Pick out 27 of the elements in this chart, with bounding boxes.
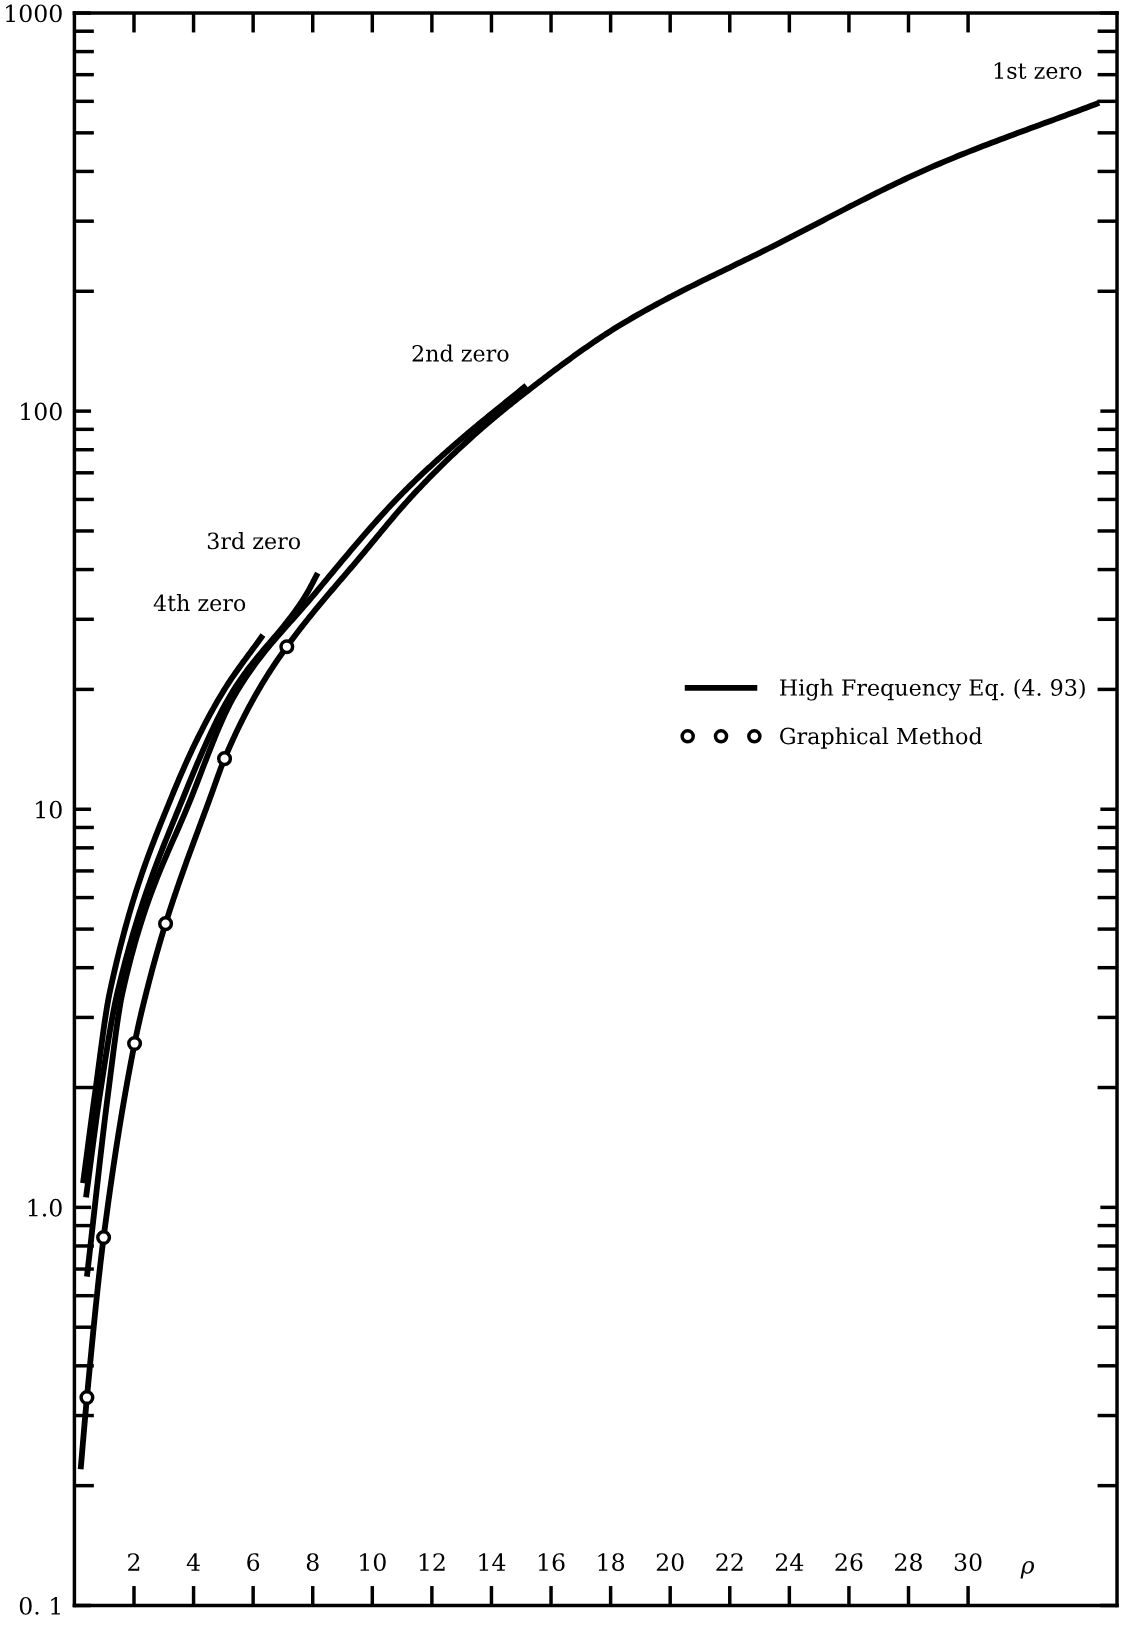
x-tick-label: 26 (835, 1553, 863, 1571)
x-tick-label: 18 (598, 1553, 625, 1571)
x-tick-label: 20 (656, 1553, 684, 1571)
x-tick-label: 12 (419, 1553, 445, 1571)
series-label: 2nd zero (412, 344, 509, 362)
x-tick-label: 6 (247, 1553, 260, 1571)
series-label: 4th zero (153, 594, 246, 612)
x-tick-label: 30 (954, 1553, 982, 1571)
x-tick-label: 16 (538, 1553, 565, 1571)
x-tick-label: 10 (360, 1553, 386, 1571)
series-label: 3rd zero (207, 532, 300, 550)
y-tick-label: 10 (36, 800, 62, 819)
y-tick-label: 1000 (6, 4, 62, 23)
x-tick-label: 28 (895, 1553, 922, 1571)
x-tick-label: 22 (716, 1553, 743, 1571)
y-tick-label: 0. 1 (19, 1596, 60, 1615)
y-tick-label: 1.0 (28, 1198, 62, 1217)
series-label: 1st zero (994, 62, 1082, 80)
x-tick-label: 4 (186, 1553, 200, 1571)
x-tick-label: 14 (479, 1553, 506, 1571)
y-tick-label: 100 (21, 402, 62, 421)
x-tick-label: 8 (306, 1553, 319, 1571)
annotation: High Frequency Eq. (4. 93) (780, 678, 1085, 701)
x-axis-title: ρ (1020, 1560, 1035, 1579)
legend-label: Graphical Method (780, 727, 983, 749)
x-tick-label: 24 (775, 1553, 804, 1571)
x-tick-label: 2 (128, 1553, 140, 1571)
